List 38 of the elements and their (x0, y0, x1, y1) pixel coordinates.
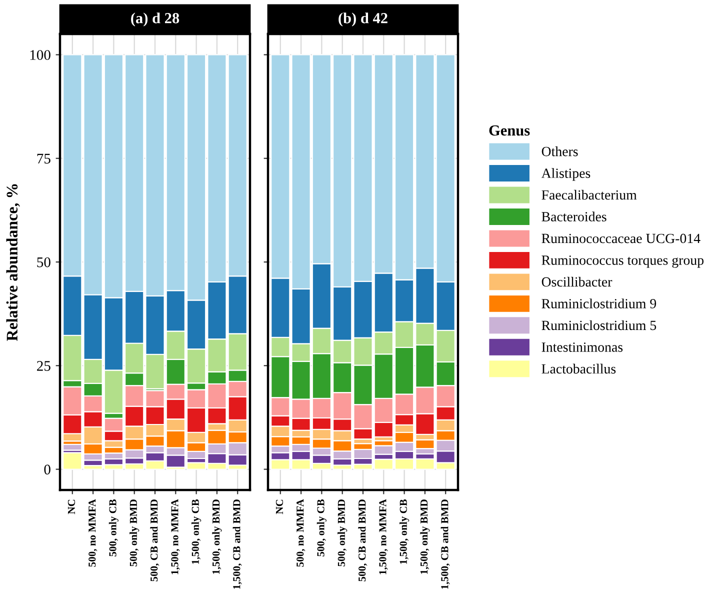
x-tick-label: NC (276, 500, 284, 514)
y-axis-title: Relative abundance, % (6, 184, 20, 341)
y-tick-label: 25 (37, 361, 50, 371)
legend-label: Ruminococcus torques group (542, 256, 704, 268)
x-tick-label: 1,500, CB and BMD (440, 500, 450, 589)
y-tick-label: 75 (37, 154, 50, 164)
x-tick-label: 1,500, only BMD (212, 500, 222, 574)
legend-label: Oscillibacter (542, 276, 612, 287)
x-tick-label: 500, no MMFA (88, 499, 98, 567)
legend-label: Ruminiclostridium 9 (542, 298, 656, 308)
legend-label: Bacteroides (542, 212, 606, 222)
legend-label: Faecalibacterium (542, 190, 637, 200)
x-tick-label: 500, only BMD (130, 500, 140, 566)
x-tick-label: 500, only BMD (338, 500, 348, 566)
chart-title: (b) d 42 (338, 12, 388, 26)
chart-title: (a) d 28 (131, 12, 180, 26)
x-tick-label: 500, no MMFA (296, 499, 306, 567)
y-tick-label: 100 (30, 50, 50, 60)
x-tick-label: 500, only CB (108, 499, 118, 556)
legend-label: Ruminococcaceae UCG-014 (542, 234, 700, 244)
x-tick-label: 1,500, no MMFA (379, 499, 388, 574)
legend-label: Alistipes (541, 168, 590, 181)
x-tick-label: 1,500, no MMFA (171, 499, 180, 574)
y-tick-label: 0 (44, 464, 50, 474)
x-tick-label: 500, CB and BMD (150, 500, 160, 582)
legend-label: Others (542, 146, 578, 156)
x-tick-label: 1,500, only BMD (420, 500, 430, 574)
legend-label: Ruminiclostridium 5 (542, 320, 656, 330)
legend-label: Lactobacillus (542, 364, 616, 374)
y-tick-label: 50 (37, 257, 50, 268)
x-tick-label: 1,500, only CB (192, 499, 202, 564)
legend-title: Genus (489, 125, 530, 136)
x-tick-label: 500, only CB (316, 499, 326, 556)
x-tick-label: 1,500, only CB (400, 499, 410, 564)
x-tick-label: 1,500, CB and BMD (232, 500, 242, 589)
x-tick-label: NC (68, 500, 76, 514)
legend-label: Intestinimonas (542, 342, 623, 352)
x-tick-label: 500, CB and BMD (358, 500, 368, 582)
